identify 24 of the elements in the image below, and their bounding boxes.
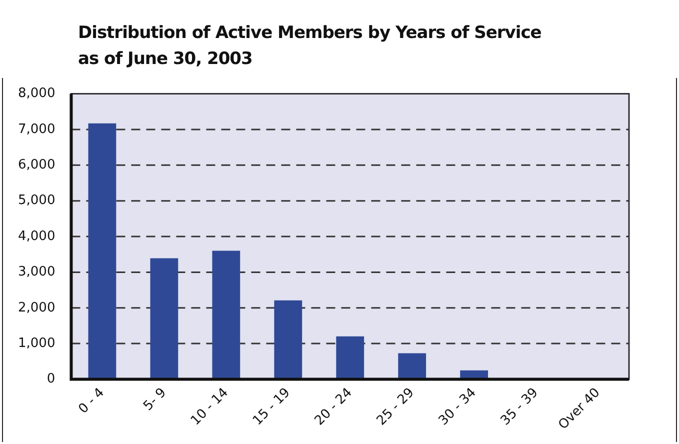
x-tick-label: 35 - 39: [498, 385, 542, 429]
y-tick-label: 3,000: [18, 264, 56, 280]
bar: [398, 353, 426, 380]
x-tick-label: 30 - 34: [436, 385, 480, 429]
chart-title: Distribution of Active Members by Years of Service as of June 30, 2003: [78, 22, 542, 71]
x-tick-label: 20 - 24: [312, 385, 356, 429]
x-tick-label: 25 - 29: [374, 385, 418, 429]
bar: [212, 250, 240, 380]
y-tick-label: 7,000: [18, 122, 56, 137]
y-tick-label: 4,000: [18, 228, 56, 244]
y-tick-label: 6,000: [18, 158, 56, 173]
x-tick-label: 15 - 19: [250, 385, 294, 429]
y-tick-label: 5,000: [18, 193, 56, 208]
bar: [274, 300, 302, 380]
x-tick-label: 10 - 14: [188, 385, 232, 429]
bar: [336, 336, 364, 380]
y-tick-label: 8,000: [18, 86, 56, 102]
bar: [88, 123, 116, 380]
y-tick-label: 0: [46, 372, 56, 387]
bar: [150, 258, 178, 380]
x-tick-label: 5- 9: [140, 385, 170, 414]
y-tick-label: 2,000: [18, 300, 56, 316]
y-tick-label: 1,000: [18, 336, 56, 351]
x-tick-label: 0 - 4: [76, 385, 108, 417]
